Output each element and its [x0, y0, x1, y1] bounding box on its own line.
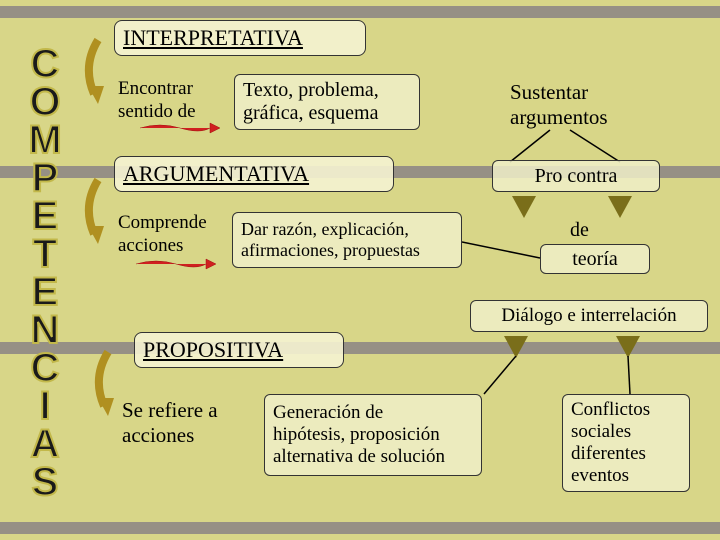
- propositiva-left: Se refiere a acciones: [122, 398, 218, 448]
- interpretativa-middle: Texto, problema, gráfica, esquema: [234, 74, 420, 130]
- de-text: de: [570, 218, 589, 242]
- sidebar-title: COMPETENCIAS: [22, 42, 67, 498]
- connector-lines-icon: [480, 356, 660, 398]
- connector-line-icon: [462, 238, 542, 264]
- interpretativa-left: Encontrar sentido de: [118, 78, 196, 124]
- triangle-down-icon: [616, 336, 640, 358]
- triangle-down-icon: [504, 336, 528, 358]
- triangle-down-icon: [608, 196, 632, 218]
- teoria-box: teoría: [540, 244, 650, 274]
- curved-arrow-icon: [90, 348, 126, 418]
- red-arrow-icon: [140, 122, 220, 134]
- pro-contra-box: Pro contra: [492, 160, 660, 192]
- curved-arrow-icon: [80, 176, 116, 246]
- interpretativa-title: INTERPRETATIVA: [114, 20, 366, 56]
- conflictos-box: Conflictos sociales diferentes eventos: [562, 394, 690, 492]
- propositiva-middle: Generación de hipótesis, proposición alt…: [264, 394, 482, 476]
- curved-arrow-icon: [80, 36, 116, 106]
- dialogo-box: Diálogo e interrelación: [470, 300, 708, 332]
- argumentativa-title: ARGUMENTATIVA: [114, 156, 394, 192]
- red-arrow-icon: [136, 258, 216, 270]
- propositiva-title: PROPOSITIVA: [134, 332, 344, 368]
- triangle-down-icon: [512, 196, 536, 218]
- argumentativa-left: Comprende acciones: [118, 212, 207, 258]
- argumentativa-middle: Dar razón, explicación, afirmaciones, pr…: [232, 212, 462, 268]
- interpretativa-right: Sustentar argumentos: [510, 80, 608, 130]
